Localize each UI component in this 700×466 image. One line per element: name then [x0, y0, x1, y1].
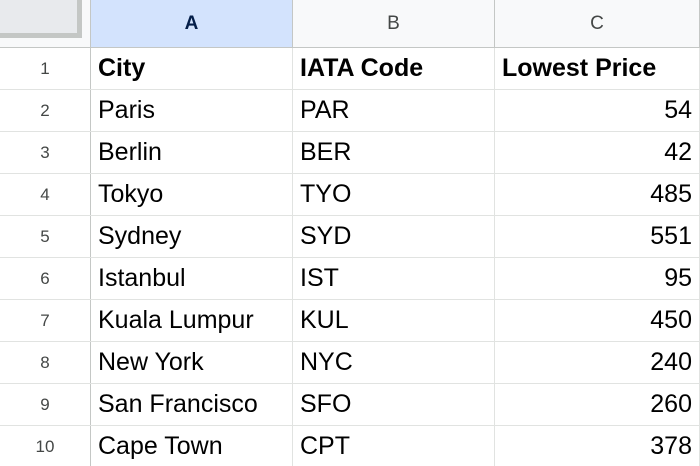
cell-a7[interactable]: Kuala Lumpur: [91, 300, 293, 341]
row-header[interactable]: 5: [0, 216, 91, 257]
table-row: 7 Kuala Lumpur KUL 450: [0, 300, 700, 342]
row-header[interactable]: 4: [0, 174, 91, 215]
table-row: 4 Tokyo TYO 485: [0, 174, 700, 216]
cell-a2[interactable]: Paris: [91, 90, 293, 131]
cell-a5[interactable]: Sydney: [91, 216, 293, 257]
cell-b5[interactable]: SYD: [293, 216, 495, 257]
cell-b9[interactable]: SFO: [293, 384, 495, 425]
cell-a10[interactable]: Cape Town: [91, 426, 293, 466]
cell-c1[interactable]: Lowest Price: [495, 48, 700, 89]
table-row: 2 Paris PAR 54: [0, 90, 700, 132]
cell-b8[interactable]: NYC: [293, 342, 495, 383]
cell-c9[interactable]: 260: [495, 384, 700, 425]
cell-a4[interactable]: Tokyo: [91, 174, 293, 215]
table-row: 5 Sydney SYD 551: [0, 216, 700, 258]
cell-b2[interactable]: PAR: [293, 90, 495, 131]
row-header[interactable]: 7: [0, 300, 91, 341]
column-header-b[interactable]: B: [293, 0, 495, 47]
cell-b10[interactable]: CPT: [293, 426, 495, 466]
table-row: 3 Berlin BER 42: [0, 132, 700, 174]
cell-a9[interactable]: San Francisco: [91, 384, 293, 425]
column-header-row: A B C: [0, 0, 700, 48]
cell-a1[interactable]: City: [91, 48, 293, 89]
table-row: 9 San Francisco SFO 260: [0, 384, 700, 426]
cell-c6[interactable]: 95: [495, 258, 700, 299]
cell-b4[interactable]: TYO: [293, 174, 495, 215]
row-header[interactable]: 10: [0, 426, 91, 466]
cell-c3[interactable]: 42: [495, 132, 700, 173]
row-header[interactable]: 1: [0, 48, 91, 89]
cell-a6[interactable]: Istanbul: [91, 258, 293, 299]
cell-b6[interactable]: IST: [293, 258, 495, 299]
cell-a3[interactable]: Berlin: [91, 132, 293, 173]
table-row: 8 New York NYC 240: [0, 342, 700, 384]
column-header-a[interactable]: A: [91, 0, 293, 47]
cell-b1[interactable]: IATA Code: [293, 48, 495, 89]
cell-c4[interactable]: 485: [495, 174, 700, 215]
cell-b7[interactable]: KUL: [293, 300, 495, 341]
cell-c10[interactable]: 378: [495, 426, 700, 466]
table-row: 10 Cape Town CPT 378: [0, 426, 700, 466]
cell-c5[interactable]: 551: [495, 216, 700, 257]
table-row: 6 Istanbul IST 95: [0, 258, 700, 300]
row-header[interactable]: 3: [0, 132, 91, 173]
cell-a8[interactable]: New York: [91, 342, 293, 383]
row-header[interactable]: 6: [0, 258, 91, 299]
cell-c7[interactable]: 450: [495, 300, 700, 341]
table-row: 1 City IATA Code Lowest Price: [0, 48, 700, 90]
row-header[interactable]: 2: [0, 90, 91, 131]
select-all-corner[interactable]: [0, 0, 91, 47]
cell-c2[interactable]: 54: [495, 90, 700, 131]
row-header[interactable]: 9: [0, 384, 91, 425]
cell-c8[interactable]: 240: [495, 342, 700, 383]
cell-b3[interactable]: BER: [293, 132, 495, 173]
column-header-c[interactable]: C: [495, 0, 700, 47]
row-header[interactable]: 8: [0, 342, 91, 383]
